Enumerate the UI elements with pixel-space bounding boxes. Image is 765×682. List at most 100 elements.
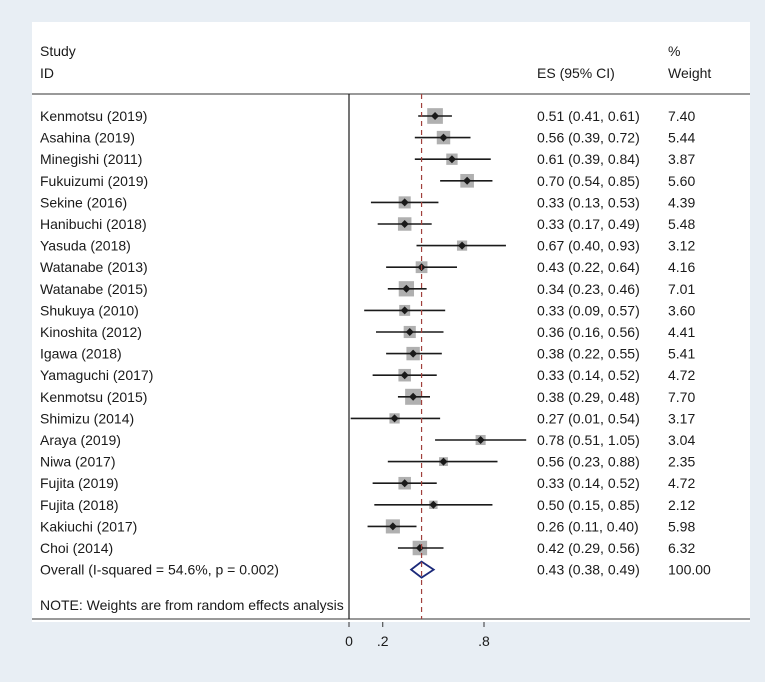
study-label: Yasuda (2018) — [40, 238, 131, 254]
point-estimate — [447, 155, 456, 164]
header-percent: % — [668, 43, 680, 59]
effect-size-ci: 0.27 (0.01, 0.54) — [537, 410, 640, 426]
study-row: Shimizu (2014) 0.27 (0.01, 0.54) 3.17 — [40, 410, 695, 426]
overall-label: Overall (I-squared = 54.6%, p = 0.002) — [40, 562, 279, 578]
effect-size-ci: 0.26 (0.11, 0.40) — [537, 518, 639, 534]
effect-size-ci: 0.33 (0.14, 0.52) — [537, 367, 640, 383]
study-row: Fujita (2018) 0.50 (0.15, 0.85) 2.12 — [40, 497, 695, 513]
effect-size-ci: 0.33 (0.17, 0.49) — [537, 216, 640, 232]
study-label: Kenmotsu (2019) — [40, 108, 147, 124]
effect-size-ci: 0.43 (0.22, 0.64) — [537, 259, 640, 275]
point-estimate — [409, 349, 418, 358]
effect-size-ci: 0.38 (0.22, 0.55) — [537, 346, 640, 362]
point-estimate — [400, 198, 409, 207]
study-label: Yamaguchi (2017) — [40, 367, 153, 383]
forest-plot-panel: Study ID ES (95% CI) % Weight NOTE: Weig… — [32, 22, 750, 622]
study-row: Asahina (2019) 0.56 (0.39, 0.72) 5.44 — [40, 130, 695, 146]
effect-size-ci: 0.70 (0.54, 0.85) — [537, 173, 640, 189]
study-label: Hanibuchi (2018) — [40, 216, 147, 232]
study-row: Watanabe (2013) 0.43 (0.22, 0.64) 4.16 — [40, 259, 695, 275]
study-row: Igawa (2018) 0.38 (0.22, 0.55) 5.41 — [40, 346, 695, 362]
study-row: Fukuizumi (2019) 0.70 (0.54, 0.85) 5.60 — [40, 173, 695, 189]
study-label: Fujita (2018) — [40, 497, 119, 513]
weight-value: 5.44 — [668, 130, 695, 146]
x-axis: 0 .2 .8 — [345, 622, 490, 649]
point-estimate — [400, 479, 409, 488]
effect-size-ci: 0.56 (0.39, 0.72) — [537, 130, 640, 146]
weight-value: 7.01 — [668, 281, 695, 297]
study-row: Niwa (2017) 0.56 (0.23, 0.88) 2.35 — [40, 454, 695, 470]
weight-value: 5.48 — [668, 216, 695, 232]
weight-value: 5.98 — [668, 518, 695, 534]
weight-value: 3.04 — [668, 432, 695, 448]
effect-size-ci: 0.34 (0.23, 0.46) — [537, 281, 640, 297]
point-estimate — [388, 522, 397, 531]
header-es: ES (95% CI) — [537, 65, 615, 81]
study-row: Araya (2019) 0.78 (0.51, 1.05) 3.04 — [40, 432, 695, 448]
weight-value: 2.35 — [668, 454, 695, 470]
weight-value: 4.39 — [668, 194, 695, 210]
overall-effect-size-ci: 0.43 (0.38, 0.49) — [537, 562, 640, 578]
study-row: Shukuya (2010) 0.33 (0.09, 0.57) 3.60 — [40, 302, 695, 318]
study-row: Hanibuchi (2018) 0.33 (0.17, 0.49) 5.48 — [40, 216, 695, 232]
study-row: Yamaguchi (2017) 0.33 (0.14, 0.52) 4.72 — [40, 367, 695, 383]
study-row: Minegishi (2011) 0.61 (0.39, 0.84) 3.87 — [40, 151, 695, 167]
effect-size-ci: 0.50 (0.15, 0.85) — [537, 497, 640, 513]
x-tick-label: 0 — [345, 633, 353, 649]
point-estimate — [476, 436, 485, 444]
point-estimate — [402, 284, 411, 293]
weight-value: 4.41 — [668, 324, 695, 340]
study-row: Sekine (2016) 0.33 (0.13, 0.53) 4.39 — [40, 194, 695, 210]
study-label: Araya (2019) — [40, 432, 121, 448]
effect-size-ci: 0.38 (0.29, 0.48) — [537, 389, 640, 405]
header-id: ID — [40, 65, 54, 81]
weight-value: 7.70 — [668, 389, 695, 405]
weight-value: 4.16 — [668, 259, 695, 275]
study-label: Sekine (2016) — [40, 194, 127, 210]
effect-size-ci: 0.33 (0.13, 0.53) — [537, 194, 640, 210]
study-label: Watanabe (2015) — [40, 281, 148, 297]
point-estimate — [431, 112, 440, 120]
overall-row: Overall (I-squared = 54.6%, p = 0.002) 0.… — [40, 560, 711, 579]
x-axis-ticks: 0 .2 .8 — [345, 622, 490, 649]
weight-value: 3.87 — [668, 151, 695, 167]
weight-value: 6.32 — [668, 540, 695, 556]
weight-value: 3.12 — [668, 238, 695, 254]
effect-size-ci: 0.33 (0.14, 0.52) — [537, 475, 640, 491]
study-label: Kenmotsu (2015) — [40, 389, 147, 405]
study-row: Kakiuchi (2017) 0.26 (0.11, 0.40) 5.98 — [40, 518, 695, 534]
point-estimate — [458, 241, 467, 250]
overall-weight: 100.00 — [668, 562, 711, 578]
weight-value: 3.17 — [668, 410, 695, 426]
point-estimate — [400, 220, 409, 228]
note-text: NOTE: Weights are from random effects an… — [40, 597, 344, 613]
axes — [32, 93, 750, 620]
weight-value: 3.60 — [668, 302, 695, 318]
point-estimate — [390, 414, 399, 423]
study-label: Niwa (2017) — [40, 454, 115, 470]
weight-value: 4.72 — [668, 475, 695, 491]
study-label: Kinoshita (2012) — [40, 324, 142, 340]
point-estimate — [400, 371, 409, 380]
effect-size-ci: 0.33 (0.09, 0.57) — [537, 302, 640, 318]
point-estimate — [400, 306, 409, 315]
header-weight: Weight — [668, 65, 711, 81]
effect-size-ci: 0.78 (0.51, 1.05) — [537, 432, 640, 448]
study-row: Fujita (2019) 0.33 (0.14, 0.52) 4.72 — [40, 475, 695, 491]
study-rows: Kenmotsu (2019) 0.51 (0.41, 0.61) 7.40 Asah… — [40, 108, 711, 579]
x-tick-label: .8 — [478, 633, 490, 649]
study-label: Igawa (2018) — [40, 346, 122, 362]
weight-value: 5.41 — [668, 346, 695, 362]
study-row: Kenmotsu (2019) 0.51 (0.41, 0.61) 7.40 — [40, 108, 695, 124]
effect-size-ci: 0.61 (0.39, 0.84) — [537, 151, 640, 167]
study-label: Kakiuchi (2017) — [40, 518, 137, 534]
study-label: Asahina (2019) — [40, 130, 135, 146]
weight-value: 4.72 — [668, 367, 695, 383]
study-row: Watanabe (2015) 0.34 (0.23, 0.46) 7.01 — [40, 281, 695, 297]
study-label: Fukuizumi (2019) — [40, 173, 148, 189]
effect-size-ci: 0.36 (0.16, 0.56) — [537, 324, 640, 340]
point-estimate — [405, 328, 414, 336]
overall-diamond — [409, 560, 436, 579]
effect-size-ci: 0.51 (0.41, 0.61) — [537, 108, 640, 124]
point-estimate — [409, 392, 418, 401]
